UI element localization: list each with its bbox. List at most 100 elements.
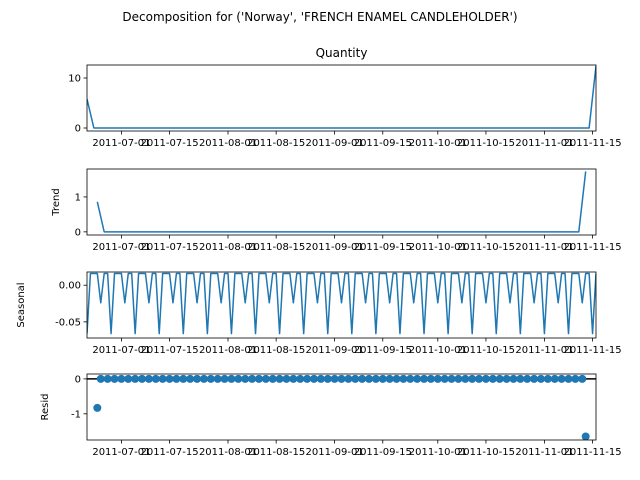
y-tick-label: 0.00	[59, 281, 81, 292]
resid-point	[516, 374, 525, 383]
x-tick-label: 2011-08-15	[247, 447, 305, 458]
x-tick-label: 2011-10-01	[409, 345, 467, 356]
resid-point	[241, 374, 250, 383]
resid-point	[509, 374, 518, 383]
x-tick-label: 2011-10-01	[409, 447, 467, 458]
axes-frame	[86, 168, 597, 236]
x-tick-label: 2011-10-15	[457, 345, 515, 356]
y-axis-label: Resid	[40, 394, 51, 421]
x-tick-label: 2011-11-01	[515, 345, 573, 356]
resid-point	[220, 374, 229, 383]
figure-title: Decomposition for ('Norway', 'FRENCH ENA…	[122, 10, 517, 24]
x-tick-label: 2011-10-15	[457, 138, 515, 149]
x-tick-label: 2011-07-15	[140, 242, 198, 253]
x-tick-label: 2011-11-15	[563, 447, 621, 458]
series-line-trend	[96, 171, 587, 233]
resid-point	[303, 374, 312, 383]
resid-point	[179, 374, 188, 383]
resid-point	[557, 374, 566, 383]
y-tick-label: -0.05	[55, 317, 81, 328]
resid-point	[93, 403, 102, 412]
resid-point	[550, 374, 559, 383]
resid-point	[502, 374, 511, 383]
resid-point	[536, 374, 545, 383]
axes-frame	[86, 373, 597, 441]
resid-point	[213, 374, 222, 383]
resid-point	[420, 374, 429, 383]
x-tick-label: 2011-07-01	[92, 447, 150, 458]
resid-point	[530, 374, 539, 383]
resid-point	[254, 374, 263, 383]
x-tick-label: 2011-11-01	[515, 138, 573, 149]
resid-point	[523, 374, 532, 383]
resid-point	[365, 374, 374, 383]
resid-point	[131, 374, 140, 383]
resid-point	[358, 374, 367, 383]
resid-point	[378, 374, 387, 383]
resid-point	[337, 374, 346, 383]
y-tick-label: 10	[68, 74, 81, 85]
resid-point	[165, 374, 174, 383]
x-tick-label: 2011-10-01	[409, 138, 467, 149]
x-tick-label: 2011-07-15	[140, 345, 198, 356]
resid-point	[447, 374, 456, 383]
resid-point	[282, 374, 291, 383]
y-axis-label: Trend	[51, 188, 62, 216]
resid-point	[110, 374, 119, 383]
x-tick-label: 2011-09-01	[306, 447, 364, 458]
resid-point	[475, 374, 484, 383]
x-tick-label: 2011-10-15	[457, 242, 515, 253]
y-tick-label: 0	[75, 124, 81, 135]
x-tick-label: 2011-11-15	[563, 138, 621, 149]
x-tick-label: 2011-09-15	[354, 242, 412, 253]
resid-point	[138, 374, 147, 383]
resid-point	[268, 374, 277, 383]
resid-point	[454, 374, 463, 383]
x-tick-label: 2011-07-15	[140, 138, 198, 149]
resid-point	[543, 374, 552, 383]
resid-point	[440, 374, 449, 383]
x-tick-label: 2011-10-15	[457, 447, 515, 458]
x-tick-label: 2011-07-01	[92, 242, 150, 253]
resid-point	[488, 374, 497, 383]
resid-point	[186, 374, 195, 383]
resid-point	[461, 374, 470, 383]
resid-point	[330, 374, 339, 383]
panel-title: Quantity	[316, 46, 368, 60]
resid-point	[103, 374, 112, 383]
x-tick-label: 2011-07-01	[92, 345, 150, 356]
x-tick-label: 2011-09-15	[354, 345, 412, 356]
resid-point	[206, 374, 215, 383]
plot-area-observed	[87, 65, 596, 129]
resid-point	[433, 374, 442, 383]
x-tick-label: 2011-09-15	[354, 447, 412, 458]
x-tick-label: 2011-09-01	[306, 138, 364, 149]
plot-area-trend	[96, 171, 587, 233]
resid-point	[495, 374, 504, 383]
x-tick-label: 2011-08-15	[247, 345, 305, 356]
x-tick-label: 2011-11-01	[515, 242, 573, 253]
axes-frame	[86, 271, 597, 339]
x-tick-label: 2011-08-01	[199, 242, 257, 253]
resid-point	[151, 374, 160, 383]
x-tick-label: 2011-09-15	[354, 138, 412, 149]
y-axis-label: Seasonal	[16, 282, 27, 327]
resid-point	[248, 374, 257, 383]
plot-area-seasonal	[87, 272, 596, 335]
resid-point	[468, 374, 477, 383]
resid-point	[158, 374, 167, 383]
resid-point	[193, 374, 202, 383]
x-tick-label: 2011-08-15	[247, 138, 305, 149]
y-tick-label: 0	[75, 227, 81, 238]
resid-point	[323, 374, 332, 383]
x-tick-label: 2011-09-01	[306, 242, 364, 253]
x-tick-label: 2011-08-01	[199, 447, 257, 458]
resid-point	[581, 432, 590, 440]
resid-point	[117, 374, 126, 383]
x-tick-label: 2011-11-15	[563, 242, 621, 253]
x-tick-label: 2011-10-01	[409, 242, 467, 253]
